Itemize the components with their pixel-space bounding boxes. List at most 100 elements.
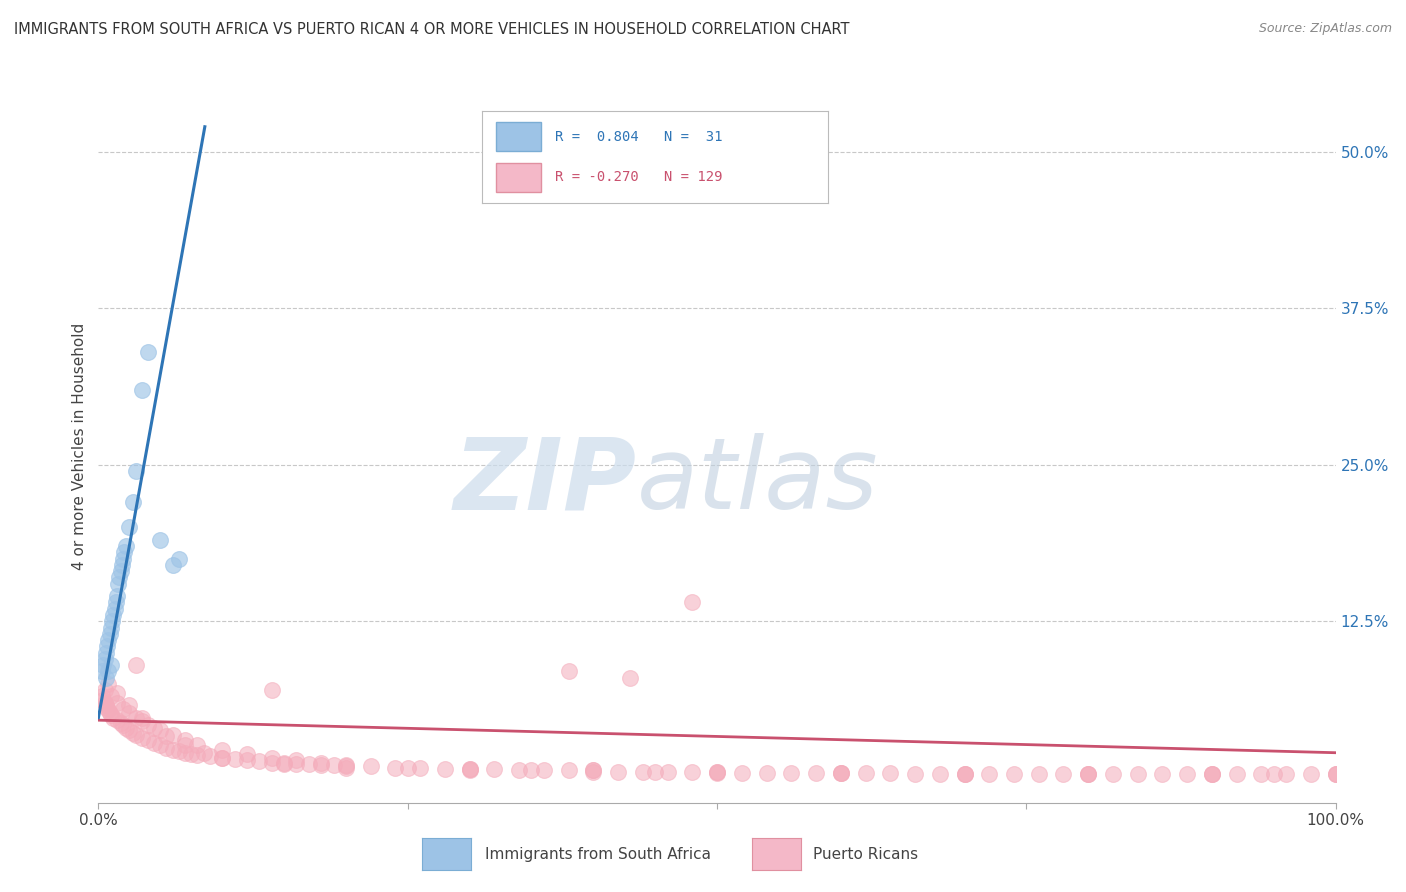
Point [224, 752, 246, 766]
Point [118, 520, 141, 534]
Point [186, 748, 208, 763]
Point [162, 728, 184, 742]
Point [155, 730, 177, 744]
Point [136, 345, 159, 359]
Point [93, 658, 115, 673]
Point [101, 614, 124, 628]
Point [124, 658, 146, 673]
Point [96, 640, 118, 654]
Point [384, 761, 406, 775]
Point [657, 764, 679, 779]
Point [1201, 767, 1223, 781]
Point [458, 762, 481, 776]
Point [112, 702, 135, 716]
Point [236, 747, 259, 761]
Point [105, 713, 128, 727]
Point [108, 570, 131, 584]
Point [557, 665, 579, 679]
Point [97, 677, 120, 691]
Point [100, 621, 122, 635]
Point [260, 756, 283, 770]
Point [162, 743, 184, 757]
Point [1175, 767, 1198, 781]
Point [706, 765, 728, 780]
Point [1002, 767, 1025, 781]
Point [458, 764, 481, 778]
Point [93, 652, 115, 666]
Point [1275, 767, 1298, 781]
Point [122, 725, 145, 739]
Point [103, 601, 125, 615]
Point [143, 721, 166, 735]
Text: IMMIGRANTS FROM SOUTH AFRICA VS PUERTO RICAN 4 OR MORE VEHICLES IN HOUSEHOLD COR: IMMIGRANTS FROM SOUTH AFRICA VS PUERTO R… [14, 22, 849, 37]
Point [118, 706, 141, 720]
Point [1077, 767, 1099, 781]
Point [1102, 767, 1125, 781]
Point [124, 728, 146, 742]
Point [118, 723, 141, 738]
Point [112, 718, 135, 732]
Point [557, 764, 579, 778]
Text: atlas: atlas [637, 434, 879, 530]
Point [124, 711, 146, 725]
Point [731, 765, 754, 780]
Point [904, 767, 927, 781]
Point [458, 762, 481, 776]
Point [96, 700, 118, 714]
Text: Source: ZipAtlas.com: Source: ZipAtlas.com [1258, 22, 1392, 36]
Point [1028, 767, 1050, 781]
Y-axis label: 4 or more Vehicles in Household: 4 or more Vehicles in Household [72, 322, 87, 570]
Point [273, 756, 295, 771]
Point [953, 767, 976, 781]
Point [186, 738, 208, 752]
Point [149, 738, 172, 752]
Point [91, 665, 114, 679]
Point [100, 690, 122, 704]
Point [103, 607, 125, 622]
Point [582, 764, 605, 779]
Point [335, 761, 357, 775]
Point [131, 714, 153, 729]
Point [879, 765, 901, 780]
Text: ZIP: ZIP [454, 434, 637, 530]
Point [1250, 767, 1272, 781]
Point [830, 765, 852, 780]
Point [94, 646, 117, 660]
Point [298, 756, 321, 771]
Point [94, 671, 117, 685]
Point [1077, 767, 1099, 781]
Point [111, 558, 134, 572]
Point [211, 750, 233, 764]
Point [143, 736, 166, 750]
Point [112, 545, 135, 559]
Point [100, 658, 122, 673]
Point [631, 764, 654, 779]
Point [1201, 767, 1223, 781]
Point [107, 576, 129, 591]
Point [409, 761, 432, 775]
Point [1052, 767, 1074, 781]
Point [167, 744, 190, 758]
Point [285, 753, 308, 767]
Point [174, 733, 197, 747]
Point [582, 764, 605, 778]
Point [149, 533, 172, 547]
Point [149, 723, 172, 738]
Point [1126, 767, 1149, 781]
Point [97, 633, 120, 648]
Point [260, 683, 283, 698]
Point [93, 696, 115, 710]
Point [131, 383, 153, 397]
Point [193, 746, 215, 760]
Point [804, 765, 827, 780]
Point [131, 731, 153, 745]
Point [124, 464, 146, 478]
Point [520, 764, 543, 778]
Point [105, 696, 128, 710]
Point [533, 764, 555, 778]
Point [122, 495, 145, 509]
Point [433, 762, 456, 776]
Point [322, 758, 344, 772]
Point [360, 759, 382, 773]
Point [167, 551, 190, 566]
